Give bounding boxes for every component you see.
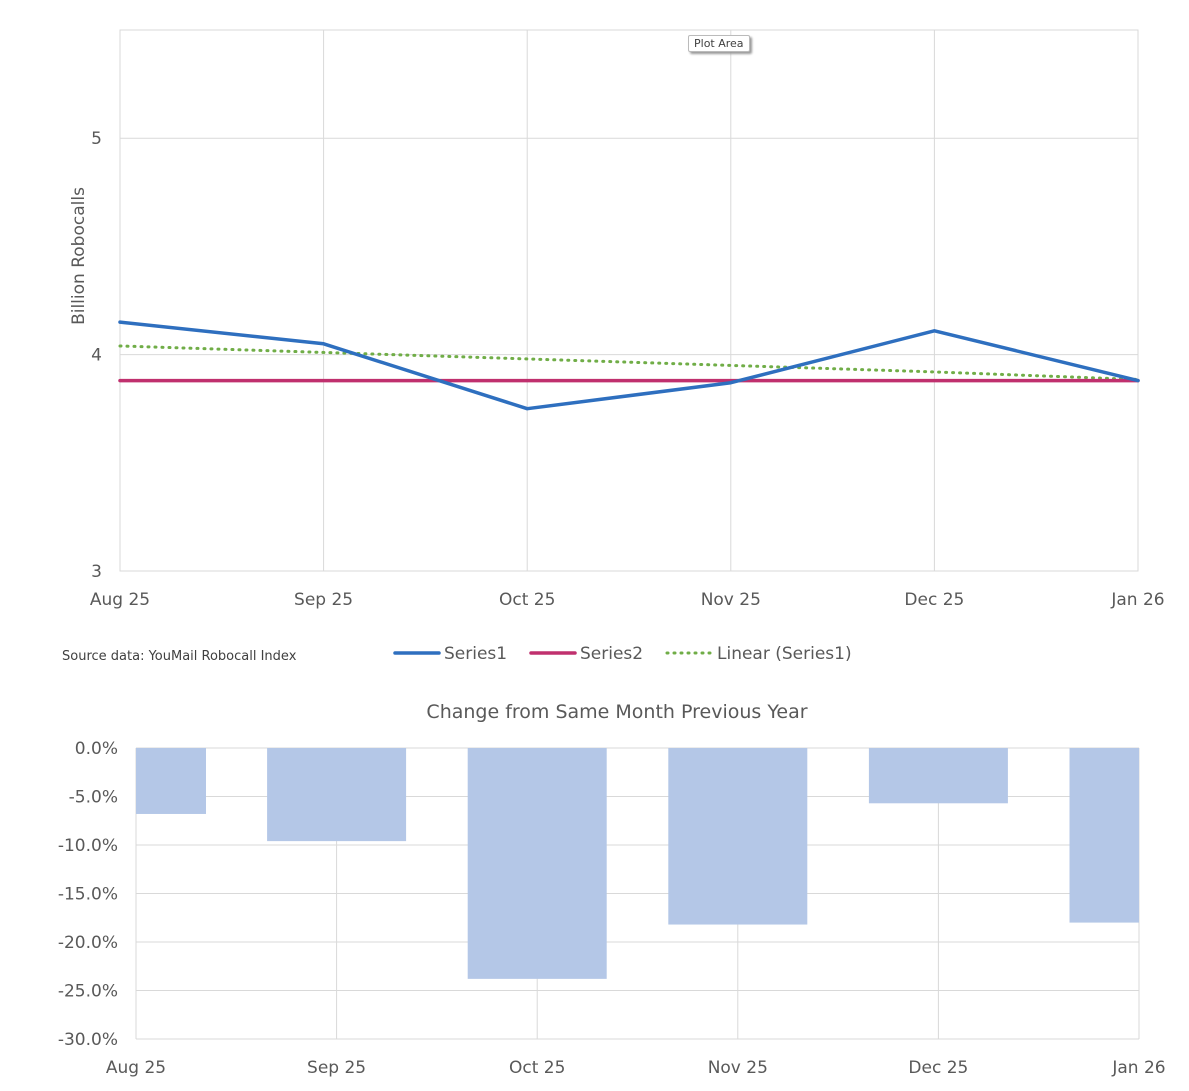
plot-area-tooltip: Plot Area: [688, 35, 750, 52]
bar: [136, 748, 206, 814]
y-tick-label: 4: [91, 346, 102, 366]
y-tick-label: 3: [91, 562, 102, 582]
y-tick-label: -20.0%: [58, 933, 118, 953]
x-tick-label: Jan 26: [1111, 1058, 1165, 1078]
x-tick-label: Nov 25: [708, 1058, 768, 1078]
series-line-3: [118, 344, 1140, 381]
chart-title: Change from Same Month Previous Year: [426, 701, 807, 723]
x-tick-label: Sep 25: [307, 1058, 366, 1078]
x-tick-label: Sep 25: [294, 590, 353, 610]
y-tick-label: -15.0%: [58, 885, 118, 905]
y-tick-label: -10.0%: [58, 836, 118, 856]
bar: [668, 748, 808, 925]
bar: [267, 748, 407, 842]
x-tick-label: Nov 25: [701, 590, 761, 610]
x-tick-label: Aug 25: [106, 1058, 166, 1078]
legend-label: Linear (Series1): [717, 644, 852, 664]
legend-label: Series2: [580, 644, 643, 664]
y-tick-label: 0.0%: [75, 739, 118, 759]
y-axis-title: Billion Robocalls: [69, 187, 89, 325]
bar: [1069, 748, 1139, 923]
y-tick-label: -25.0%: [58, 982, 118, 1002]
bar: [467, 748, 607, 979]
y-tick-label: -5.0%: [69, 788, 118, 808]
x-tick-label: Dec 25: [904, 590, 964, 610]
bar: [868, 748, 1008, 804]
plot-area-border: [119, 29, 1139, 572]
legend-label: Series1: [444, 644, 507, 664]
series-line-1: [118, 320, 1140, 411]
x-tick-label: Aug 25: [90, 590, 150, 610]
x-tick-label: Dec 25: [908, 1058, 968, 1078]
y-tick-label: 5: [91, 129, 102, 149]
source-note: Source data: YouMail Robocall Index: [62, 649, 297, 664]
y-tick-label: -30.0%: [58, 1030, 118, 1050]
x-tick-label: Oct 25: [509, 1058, 565, 1078]
x-tick-label: Jan 26: [1110, 590, 1164, 610]
x-tick-label: Oct 25: [499, 590, 555, 610]
